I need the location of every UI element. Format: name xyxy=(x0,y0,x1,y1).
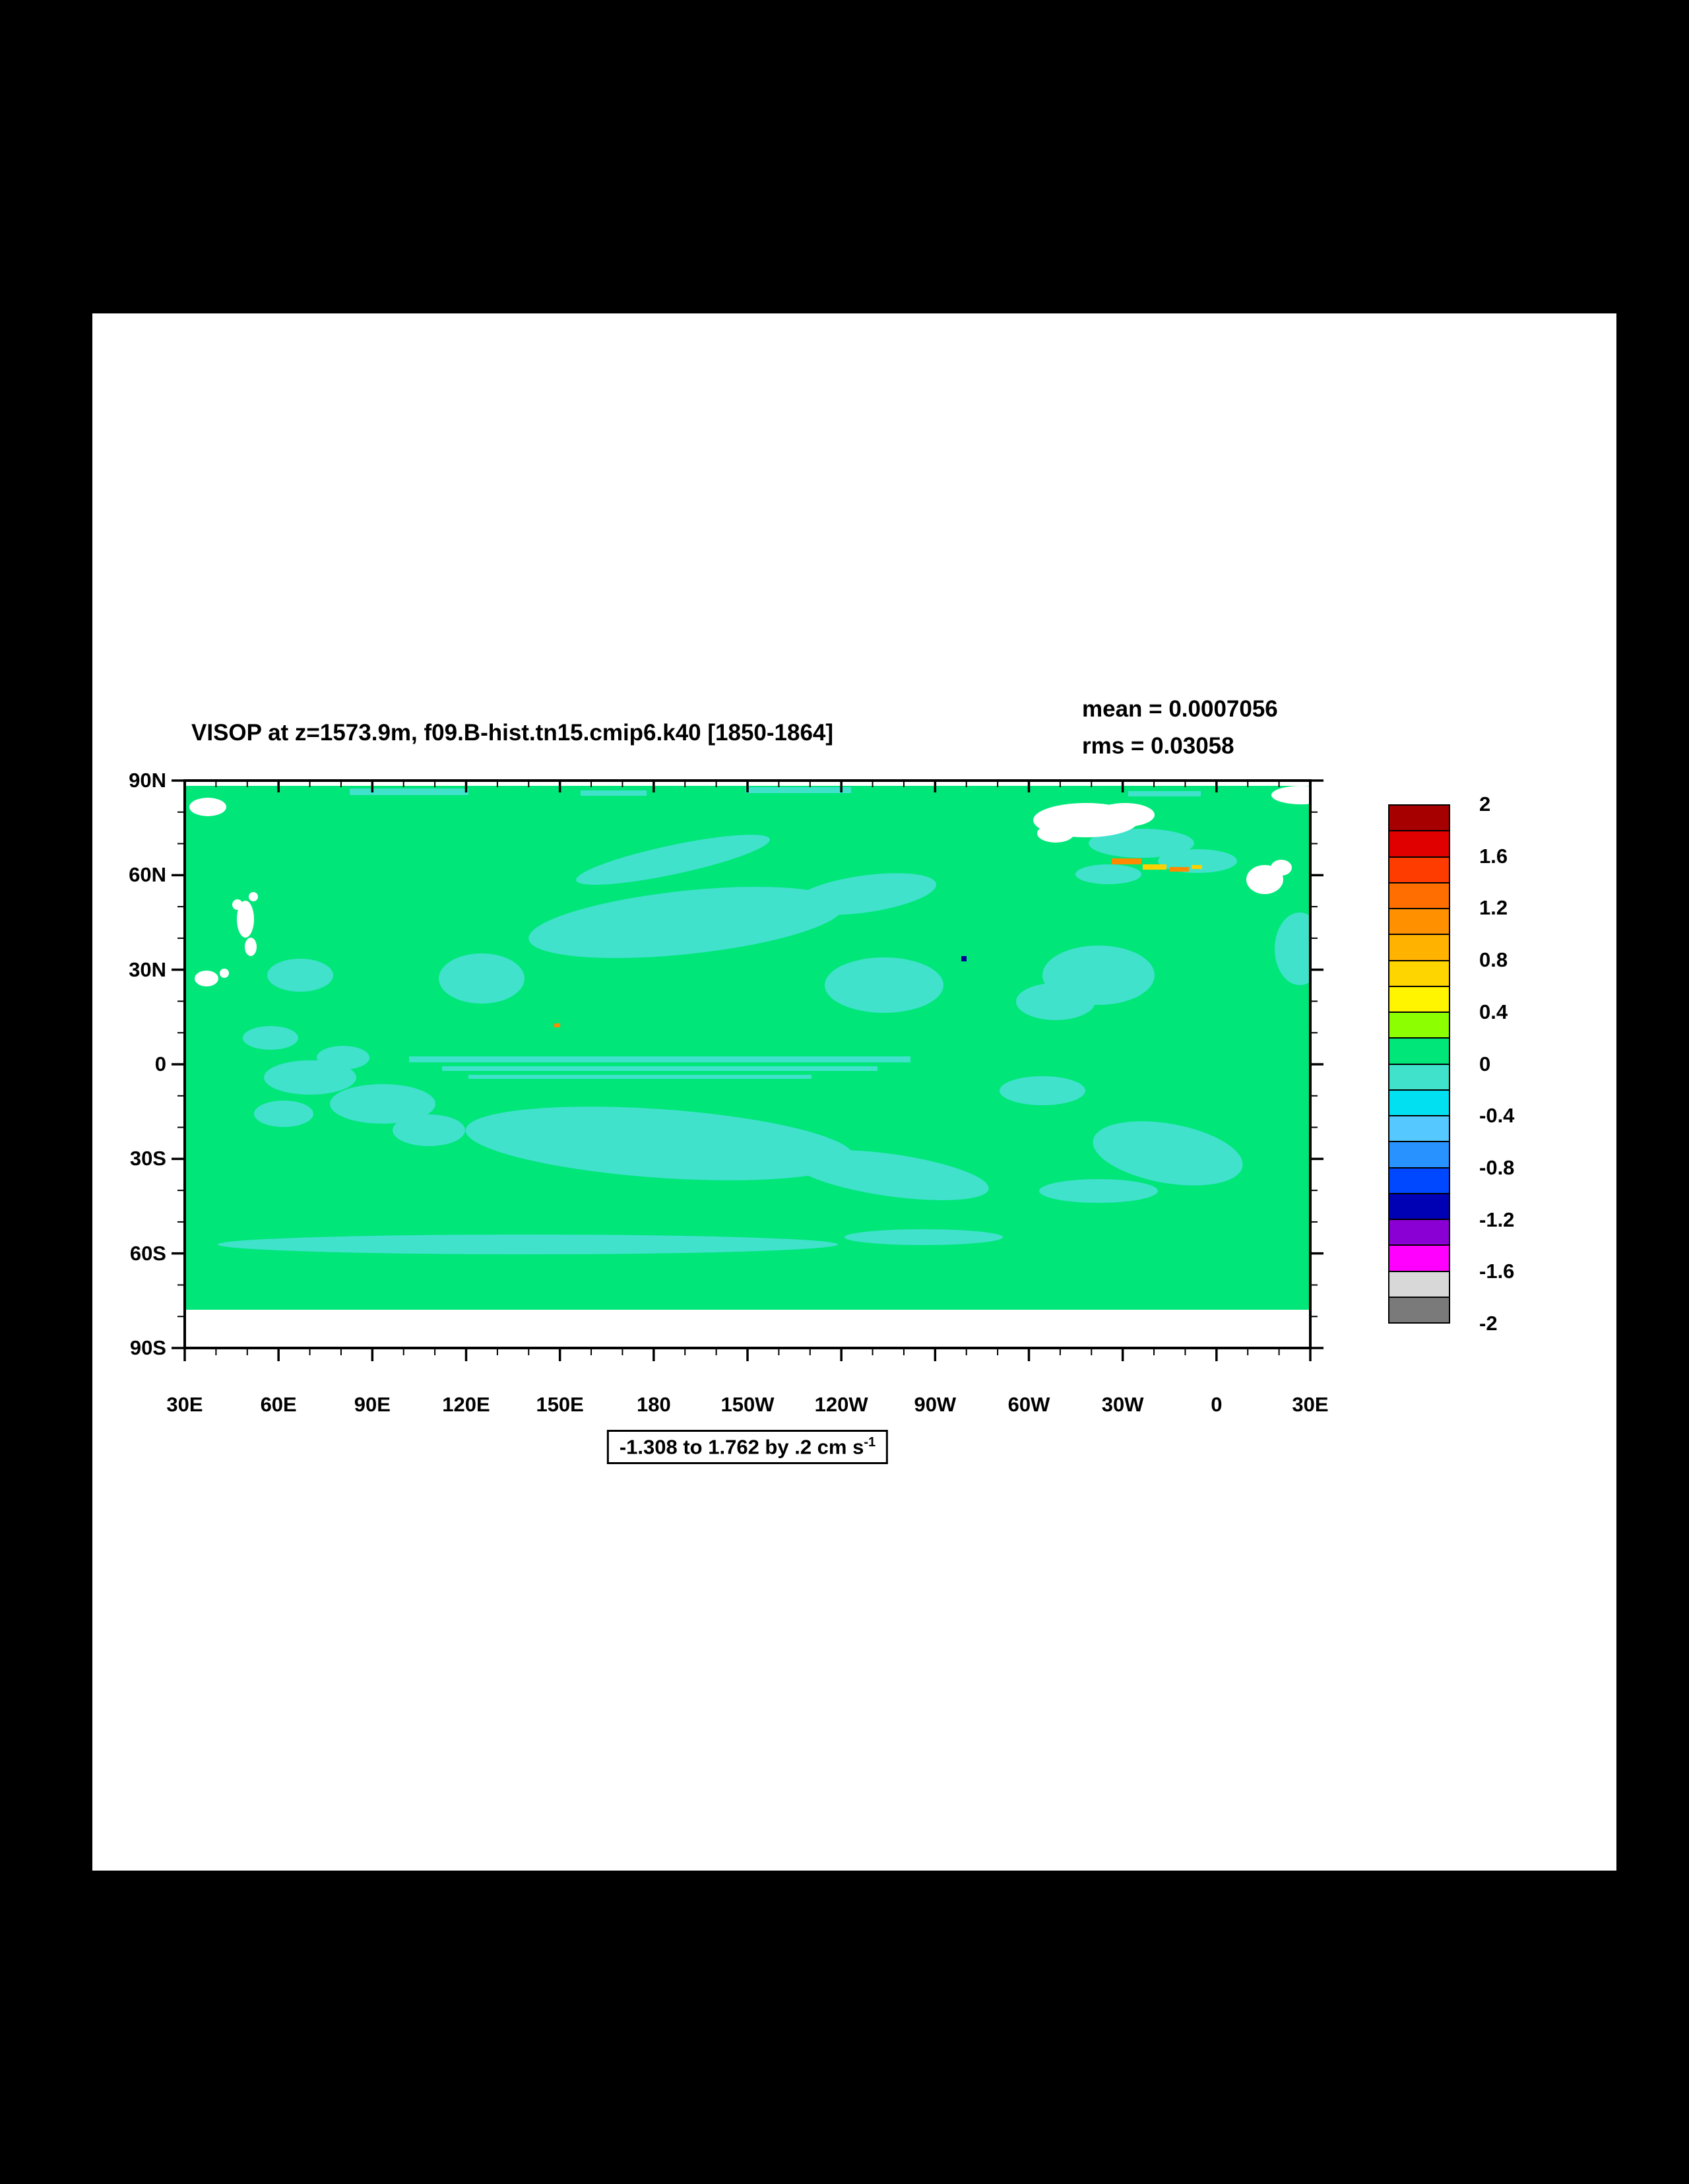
negative-anomaly-patches xyxy=(218,787,1310,1254)
colorbar-label: -0.8 xyxy=(1479,1155,1515,1179)
axis-tick-marks xyxy=(172,779,1323,1361)
x-axis-label: 30W xyxy=(1101,1393,1144,1416)
x-axis-label: 150E xyxy=(536,1393,584,1416)
range-label-text: -1.308 to 1.762 by .2 cm s xyxy=(619,1435,864,1459)
land-missing-data-shapes xyxy=(189,786,1310,986)
colorbar-box xyxy=(1389,1167,1449,1193)
colorbar-label: 0.8 xyxy=(1479,948,1508,972)
colorbar-box xyxy=(1389,1037,1449,1064)
x-axis-label: 90E xyxy=(354,1393,391,1416)
y-axis-label: 30S xyxy=(129,1147,166,1171)
colorbar-box xyxy=(1389,908,1449,934)
range-label-box: -1.308 to 1.762 by .2 cm s-1 xyxy=(606,1430,889,1465)
colorbar-box xyxy=(1389,1296,1449,1322)
colorbar-box xyxy=(1389,934,1449,960)
x-axis-label: 60W xyxy=(1007,1393,1050,1416)
negative-anomaly-speck-navy xyxy=(961,956,967,961)
colorbar-box xyxy=(1389,1115,1449,1141)
range-label-exponent: -1 xyxy=(864,1435,876,1450)
colorbar-box xyxy=(1389,1063,1449,1089)
colorbar-box xyxy=(1389,985,1449,1012)
colorbar-box xyxy=(1389,1219,1449,1245)
rms-stat: rms = 0.03058 xyxy=(1082,733,1234,759)
y-axis-label: 60N xyxy=(129,863,166,887)
colorbar xyxy=(1388,804,1450,1324)
colorbar-box xyxy=(1389,1012,1449,1038)
x-axis-label: 30E xyxy=(166,1393,203,1416)
y-axis-label: 60S xyxy=(129,1241,166,1265)
y-axis-label: 90S xyxy=(129,1336,166,1359)
x-axis-label: 120W xyxy=(814,1393,868,1416)
colorbar-label: -1.6 xyxy=(1479,1260,1515,1283)
x-axis-label: 30E xyxy=(1292,1393,1329,1416)
colorbar-label: 0 xyxy=(1479,1052,1491,1076)
colorbar-box xyxy=(1389,1192,1449,1219)
colorbar-box xyxy=(1389,1141,1449,1167)
colorbar-label: 1.2 xyxy=(1479,896,1508,920)
colorbar-box xyxy=(1389,830,1449,856)
colorbar-label: -1.2 xyxy=(1479,1207,1515,1231)
colorbar-box xyxy=(1389,806,1449,831)
colorbar-box xyxy=(1389,1089,1449,1115)
colorbar-label: -0.4 xyxy=(1479,1104,1515,1128)
colorbar-label: 1.6 xyxy=(1479,844,1508,868)
colorbar-label: 0.4 xyxy=(1479,1000,1508,1023)
x-axis-label: 120E xyxy=(442,1393,490,1416)
colorbar-box xyxy=(1389,959,1449,986)
colorbar-box xyxy=(1389,882,1449,908)
colorbar-label: 2 xyxy=(1479,792,1491,816)
y-axis-label: 90N xyxy=(129,769,166,792)
x-axis-label: 180 xyxy=(636,1393,671,1416)
colorbar-box xyxy=(1389,1244,1449,1271)
plot-title: VISOP at z=1573.9m, f09.B-hist.tn15.cmip… xyxy=(191,720,834,746)
positive-anomaly-specks-orange xyxy=(554,858,1189,1027)
x-axis-label: 150W xyxy=(720,1393,775,1416)
y-axis-label: 0 xyxy=(154,1052,166,1076)
y-axis-label: 30N xyxy=(129,957,166,981)
colorbar-label: -2 xyxy=(1479,1312,1498,1335)
colorbar-box xyxy=(1389,856,1449,882)
colorbar-box xyxy=(1389,1270,1449,1297)
mean-stat: mean = 0.0007056 xyxy=(1082,696,1278,722)
x-axis-label: 0 xyxy=(1211,1393,1223,1416)
plot-canvas: VISOP at z=1573.9m, f09.B-hist.tn15.cmip… xyxy=(92,313,1616,1871)
world-map-plot xyxy=(172,779,1323,1361)
x-axis-label: 60E xyxy=(260,1393,297,1416)
positive-anomaly-specks-yellow xyxy=(1143,864,1202,870)
x-axis-label: 90W xyxy=(914,1393,957,1416)
